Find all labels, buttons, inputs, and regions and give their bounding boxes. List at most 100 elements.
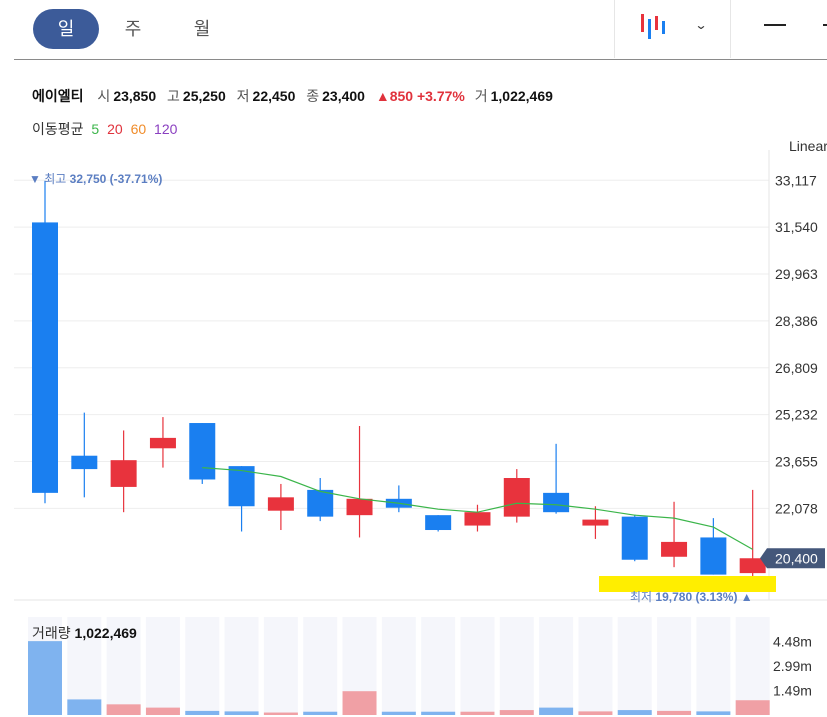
y-tick-label: 26,809	[775, 360, 818, 376]
moving-average-legend: 이동평균 5 20 60 120	[32, 119, 181, 139]
volume-bar	[539, 707, 574, 715]
high-marker-value: 32,750 (-37.71%)	[70, 172, 163, 186]
volume-bar	[224, 711, 259, 715]
volume-bg	[499, 617, 534, 715]
y-tick-label: 33,117	[775, 172, 817, 188]
volume-tick-label: 4.48m	[773, 633, 812, 649]
ma-120[interactable]: 120	[154, 121, 178, 137]
volume-bg	[224, 617, 259, 715]
ma-label: 이동평균	[32, 121, 84, 137]
volume-bar	[460, 711, 495, 715]
candle-body	[661, 541, 688, 557]
volume-bg	[185, 617, 220, 715]
volume-bar	[381, 711, 416, 715]
low-marker: 최저 19,780 (3.13%) ▲	[630, 590, 753, 604]
candle-body	[71, 455, 98, 470]
candlestick-icon[interactable]	[639, 10, 669, 40]
candle-body	[307, 489, 334, 517]
volume-bar	[67, 699, 102, 715]
volume-panel-value: 1,022,469	[74, 625, 137, 641]
volume-bg	[421, 617, 456, 715]
volume-bg	[657, 617, 692, 715]
volume-bg	[735, 617, 770, 715]
volume-value: 1,022,469	[490, 88, 553, 104]
volume-bg	[617, 617, 652, 715]
volume-bar	[145, 707, 180, 715]
volume-bg	[67, 617, 102, 715]
scale-mode-label[interactable]: Linear	[789, 138, 827, 154]
toolbar-border	[14, 59, 827, 60]
close-value: 23,400	[322, 88, 365, 104]
volume-bar	[342, 691, 377, 715]
volume-bg	[460, 617, 495, 715]
minus-icon[interactable]	[823, 24, 827, 26]
volume-bar	[421, 711, 456, 715]
volume-bar	[696, 711, 731, 715]
tab-month[interactable]: 월	[193, 19, 211, 39]
minus-icon[interactable]	[764, 24, 786, 26]
ma5-line	[202, 467, 753, 550]
volume-bar	[578, 711, 613, 715]
open-value: 23,850	[113, 88, 157, 104]
volume-tick-label: 2.99m	[773, 658, 812, 674]
tab-week[interactable]: 주	[124, 19, 142, 39]
candle-body	[503, 478, 530, 517]
volume-bar	[185, 710, 220, 715]
candle-body	[110, 460, 137, 487]
volume-bg	[578, 617, 613, 715]
tab-day[interactable]: 일	[33, 9, 99, 49]
y-tick-label: 31,540	[775, 219, 818, 235]
high-value: 25,250	[182, 88, 226, 104]
y-tick-label: 29,963	[775, 266, 818, 282]
change-value: ▲850 +3.77%	[375, 88, 465, 104]
candle-body	[267, 497, 294, 511]
ma-20[interactable]: 20	[107, 121, 123, 137]
candle-body	[543, 492, 570, 513]
volume-bar	[303, 711, 338, 715]
top-toolbar: 일 주 월 ⌄	[0, 0, 827, 58]
candle-body	[582, 519, 609, 526]
candle-body	[739, 558, 766, 574]
volume-bg	[263, 617, 298, 715]
volume-bar	[735, 700, 770, 715]
volume-bg	[106, 617, 141, 715]
volume-label: 거	[474, 88, 488, 104]
volume-bg	[303, 617, 338, 715]
volume-bar	[263, 712, 298, 715]
candle-body	[700, 537, 727, 575]
open-label: 시	[97, 88, 111, 104]
candle-body	[621, 516, 648, 560]
close-label: 종	[306, 88, 320, 104]
volume-bar	[106, 704, 141, 715]
high-label: 고	[167, 88, 180, 104]
high-marker: ▼ 최고 32,750 (-37.71%)	[29, 172, 162, 186]
volume-bg	[539, 617, 574, 715]
stock-name: 에이엘티	[32, 88, 84, 104]
volume-bar	[617, 710, 652, 715]
y-tick-label: 22,078	[775, 500, 818, 516]
candle-body	[228, 466, 255, 507]
volume-bg	[145, 617, 180, 715]
volume-bar	[28, 641, 62, 715]
last-price-label: 20,400	[775, 550, 818, 566]
last-price-tag	[760, 548, 825, 569]
y-tick-label: 28,386	[775, 313, 818, 329]
ma-5[interactable]: 5	[91, 121, 100, 137]
volume-bar	[657, 710, 692, 715]
candle-body	[189, 423, 216, 480]
candle-body	[464, 512, 491, 526]
low-marker-value: 19,780 (3.13%) ▲	[655, 590, 752, 604]
candle-body	[149, 437, 176, 449]
low-value: 22,450	[252, 88, 296, 104]
chevron-down-icon[interactable]: ⌄	[694, 18, 708, 32]
volume-panel-title: 거래량 1,022,469	[32, 623, 137, 643]
candle-body	[32, 222, 58, 493]
ma-60[interactable]: 60	[130, 121, 147, 137]
candle-body	[425, 515, 452, 531]
volume-bg	[381, 617, 416, 715]
stock-info-row: 에이엘티 시 23,850 고 25,250 저 22,450 종 23,400 ▲85…	[32, 86, 560, 106]
low-label: 저	[236, 88, 250, 104]
y-tick-label: 25,232	[775, 407, 818, 423]
toolbar-divider	[730, 0, 731, 58]
